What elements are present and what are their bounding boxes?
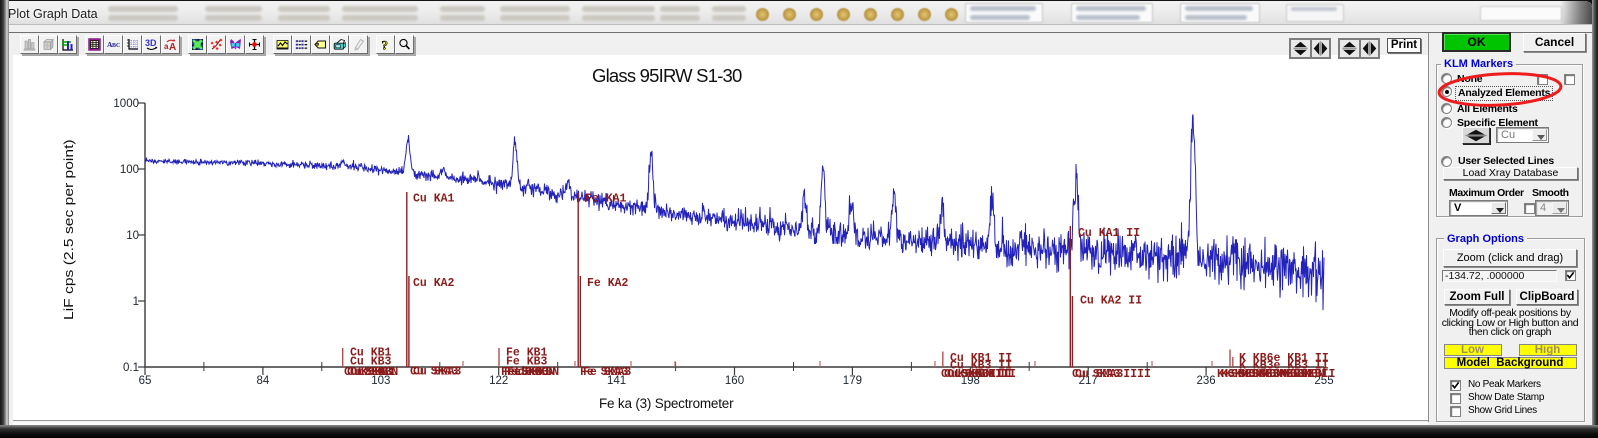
svg-text:3D: 3D (145, 38, 157, 48)
svg-text:a: a (164, 42, 169, 51)
svg-text:A: A (169, 42, 176, 51)
svg-text:?: ? (382, 38, 389, 51)
svg-text:A: A (107, 40, 113, 49)
svg-text:BC: BC (112, 43, 120, 49)
